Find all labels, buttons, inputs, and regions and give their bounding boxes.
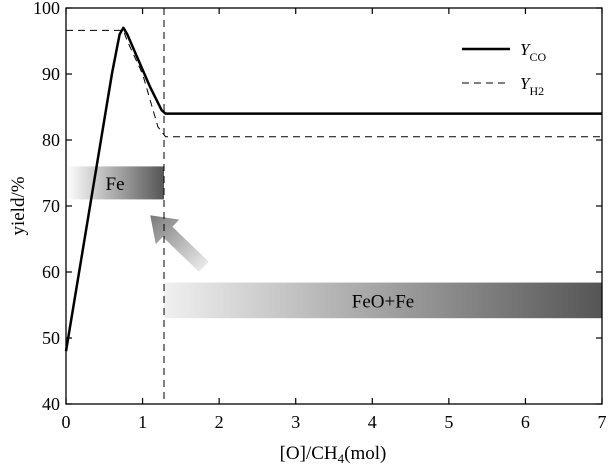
y-tick-label: 40 xyxy=(42,394,60,414)
transition-arrow xyxy=(150,215,209,272)
regions-layer: Fe FeO+Fe xyxy=(66,166,603,319)
x-axis-title-sub: 4 xyxy=(338,451,345,466)
region-label-fe: Fe xyxy=(106,174,125,195)
legend-yh2-main: Y xyxy=(520,74,531,93)
y-tick-label: 100 xyxy=(33,0,60,18)
x-tick-label: 1 xyxy=(138,412,147,432)
x-tick-label: 6 xyxy=(521,412,530,432)
legend-label-yh2: YH2 xyxy=(520,74,544,98)
region-band-feo-fe xyxy=(164,282,603,319)
series-line-yh2 xyxy=(66,29,602,138)
region-label-feo-fe: FeO+Fe xyxy=(352,291,414,312)
y-tick-label: 80 xyxy=(42,130,60,150)
x-axis-title: [O]/CH4(mol) xyxy=(280,443,387,466)
x-tick-label: 4 xyxy=(368,412,377,432)
y-tick-label: 70 xyxy=(42,196,60,216)
axes-layer xyxy=(65,7,603,405)
y-tick-label: 90 xyxy=(42,64,60,84)
legend-label-yco: YCO xyxy=(520,40,546,64)
arrow-layer xyxy=(150,215,209,272)
series-layer xyxy=(64,8,602,404)
series-line-yco xyxy=(64,26,602,352)
x-tick-label: 3 xyxy=(291,412,300,432)
plot-frame xyxy=(65,7,603,405)
x-tick-label: 0 xyxy=(62,412,71,432)
y-tick-label: 60 xyxy=(42,262,60,282)
x-tick-label: 7 xyxy=(598,412,607,432)
ticks-layer: 0 1 2 3 4 5 6 7 40 50 60 70 80 90 100 xyxy=(33,0,607,432)
legend-yco-sub: CO xyxy=(529,50,546,64)
x-tick-label: 2 xyxy=(215,412,224,432)
region-band-fe xyxy=(66,166,165,200)
legend-yco-main: Y xyxy=(520,40,531,59)
x-tick-label: 5 xyxy=(444,412,453,432)
x-axis-title-tail: (mol) xyxy=(344,443,386,464)
x-axis-title-main: [O]/CH xyxy=(280,443,338,464)
legend: YCO YH2 xyxy=(462,40,546,98)
y-axis-title: yield/% xyxy=(8,176,29,235)
legend-yh2-sub: H2 xyxy=(529,84,544,98)
y-tick-label: 50 xyxy=(42,328,60,348)
